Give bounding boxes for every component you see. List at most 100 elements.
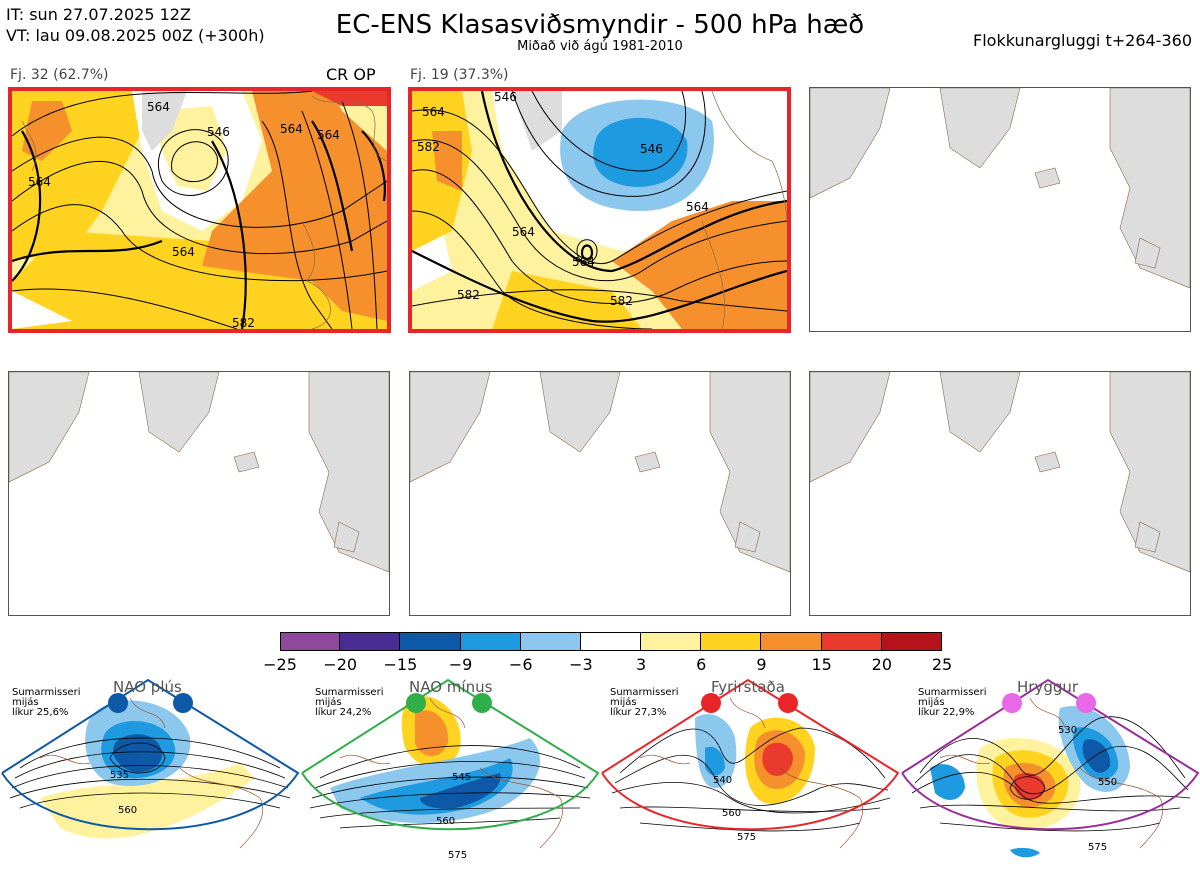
regime-4-season: Sumarmisseri: [918, 687, 987, 698]
regime-2-dot: [472, 693, 492, 713]
regime-4-dot: [1076, 693, 1096, 713]
regime-1-name: NAO plús: [113, 678, 182, 696]
empty-map-3: [809, 87, 1191, 332]
regime-2-mean: mijás: [315, 697, 342, 708]
regime-ridge[interactable]: 530 550 575 Hryggur Sumarmisseri mijás l…: [900, 678, 1200, 871]
empty-map-5-svg: [410, 372, 790, 573]
regime-4-contour-label: 550: [1098, 777, 1117, 788]
colorbar-tick-label: −25: [263, 655, 297, 674]
cluster-2-contour-label: 546: [640, 142, 663, 156]
regime-2-name: NAO mínus: [409, 678, 493, 696]
colorbar-swatch: [520, 632, 581, 651]
colorbar-swatch: [340, 632, 401, 651]
regime-3-contour-label: 575: [737, 832, 756, 843]
colorbar-swatch: [821, 632, 882, 651]
regime-1-dot: [173, 693, 193, 713]
regime-3-dot: [778, 693, 798, 713]
regime-1-season: Sumarmisseri: [12, 687, 81, 698]
regime-1-info: Sumarmisseri mijás líkur 25,6%: [12, 688, 80, 718]
cluster-1-contour-label: 564: [28, 175, 51, 189]
empty-map-4: [8, 371, 390, 616]
colorbar-frame: [280, 632, 942, 651]
classification-window: Flokkunargluggi t+264-360: [973, 31, 1192, 50]
page-title: EC-ENS Klasasviðsmyndir - 500 hPa hæð: [335, 10, 865, 40]
cluster-1-map[interactable]: 564 546 564 564 582 564 564: [8, 87, 391, 333]
cluster-1-contour-label: 564: [317, 128, 340, 142]
regime-3-name: Fyrirstaða: [711, 678, 785, 696]
colorbar-swatch: [280, 632, 341, 651]
cluster-1-label: Fj. 32 (62.7%): [10, 67, 109, 83]
regime-3-contour-label: 540: [713, 775, 732, 786]
cluster-2-svg: 564 582 546 564 546 564 564 582 582: [412, 91, 787, 329]
colorbar-tick-label: 20: [871, 655, 892, 674]
regime-3-info: Sumarmisseri mijás líkur 27,3%: [610, 688, 678, 718]
regime-2-contour-label: 545: [452, 772, 471, 783]
empty-map-5: [409, 371, 791, 616]
cluster-2-map[interactable]: 564 582 546 564 546 564 564 582 582: [408, 87, 791, 333]
regime-nao-plus-svg: 535 560: [1, 678, 300, 849]
regime-4-contour-label: 575: [1088, 842, 1107, 853]
regime-nao-minus-svg: 545 560 575: [301, 678, 600, 861]
page-subtitle: Miðað við ágú 1981-2010: [517, 39, 683, 54]
regime-1-contour-label: 560: [118, 805, 137, 816]
cluster-2-label: Fj. 19 (37.3%): [410, 67, 509, 83]
regime-2-season: Sumarmisseri: [315, 687, 384, 698]
cluster-1-contour-label: 564: [172, 245, 195, 259]
colorbar: [280, 632, 942, 651]
regime-4-name: Hryggur: [1017, 678, 1079, 696]
regime-4-dot: [1002, 693, 1022, 713]
colorbar-swatch: [761, 632, 822, 651]
colorbar-tick-label: −3: [569, 655, 593, 674]
valid-time: VT: lau 09.08.2025 00Z (+300h): [6, 26, 265, 45]
regime-blocking-svg: 540 560 575: [601, 678, 900, 849]
colorbar-tick-label: −9: [448, 655, 473, 674]
regime-2-contour-label: 575: [448, 850, 467, 861]
regime-4-contour-label: 530: [1058, 725, 1077, 736]
regime-4-prob: líkur 22,9%: [918, 707, 975, 718]
cluster-2-contour-label: 582: [417, 140, 440, 154]
cluster-2-contour-label: 546: [494, 91, 517, 104]
regime-1-dot: [108, 693, 128, 713]
cluster-2-contour-label: 564: [422, 105, 445, 119]
regime-2-prob: líkur 24,2%: [315, 707, 372, 718]
regime-1-contour-label: 535: [110, 770, 129, 781]
regime-4-mean: mijás: [918, 697, 945, 708]
cluster-1-contour-label: 582: [232, 316, 255, 329]
cluster-2-contour-label: 582: [610, 294, 633, 308]
regime-blocking[interactable]: 540 560 575 Fyrirstaða Sumarmisseri mijá…: [600, 678, 900, 871]
initial-time: IT: sun 27.07.2025 12Z: [6, 5, 191, 24]
cluster-1-tag: CR OP: [326, 65, 376, 84]
cluster-1-svg: 564 546 564 564 582 564 564: [12, 91, 387, 329]
regime-nao-plus[interactable]: 535 560 NAO plús Sumarmisseri mijás líku…: [0, 678, 300, 871]
regime-nao-minus[interactable]: 545 560 575 NAO mínus Sumarmisseri mijás…: [300, 678, 600, 871]
empty-map-3-svg: [810, 88, 1190, 289]
colorbar-tick-label: −6: [508, 655, 533, 674]
regime-3-season: Sumarmisseri: [610, 687, 679, 698]
colorbar-tick-label: −15: [383, 655, 418, 674]
empty-map-6-svg: [810, 372, 1190, 573]
colorbar-swatch: [460, 632, 521, 651]
cluster-1-contour-label: 546: [207, 125, 230, 139]
cluster-1-contour-label: 564: [280, 122, 303, 136]
colorbar-tick-label: 9: [756, 655, 767, 674]
colorbar-tick-label: 15: [811, 655, 832, 674]
colorbar-tick-label: 25: [931, 655, 953, 674]
empty-map-6: [809, 371, 1191, 616]
colorbar-swatch: [641, 632, 702, 651]
colorbar-swatch: [580, 632, 642, 651]
regime-1-prob: líkur 25,6%: [12, 707, 69, 718]
cluster-2-contour-label: 564: [572, 255, 595, 269]
regime-2-info: Sumarmisseri mijás líkur 24,2%: [315, 688, 383, 718]
cluster-1-contour-label: 564: [147, 100, 170, 114]
header-times: IT: sun 27.07.2025 12Z VT: lau 09.08.202…: [6, 4, 265, 46]
regime-1-mean: mijás: [12, 697, 39, 708]
regime-3-prob: líkur 27,3%: [610, 707, 667, 718]
empty-map-4-svg: [9, 372, 389, 573]
regime-2-contour-label: 560: [436, 816, 455, 827]
colorbar-swatch: [701, 632, 762, 651]
regime-ridge-svg: 530 550 575: [901, 678, 1200, 858]
regime-4-info: Sumarmisseri mijás líkur 22,9%: [918, 688, 986, 718]
cluster-2-contour-label: 564: [686, 200, 709, 214]
colorbar-tick-label: 6: [696, 655, 707, 674]
cluster-2-contour-label: 564: [512, 225, 535, 239]
